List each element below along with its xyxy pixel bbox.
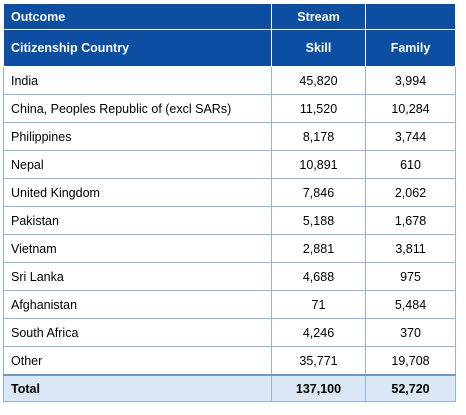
cell-country: United Kingdom: [3, 178, 272, 207]
cell-family: 3,994: [365, 66, 456, 95]
header-skill: Skill: [271, 29, 366, 67]
table-row: United Kingdom 7,846 2,062: [3, 178, 456, 207]
cell-country: South Africa: [3, 318, 272, 347]
cell-family: 610: [365, 150, 456, 179]
header-outcome: Outcome: [3, 3, 272, 30]
header-row-columns: Citizenship Country Skill Family: [3, 29, 456, 67]
table-footer: Total 137,100 52,720: [3, 374, 456, 402]
cell-country: China, Peoples Republic of (excl SARs): [3, 94, 272, 123]
citizenship-stream-table: Outcome Stream Citizenship Country Skill…: [3, 3, 456, 402]
cell-country: Sri Lanka: [3, 262, 272, 291]
cell-country: India: [3, 66, 272, 95]
header-row-outcome: Outcome Stream: [3, 3, 456, 30]
table-row: Afghanistan 71 5,484: [3, 290, 456, 319]
table-row: India 45,820 3,994: [3, 66, 456, 95]
cell-family: 3,811: [365, 234, 456, 263]
cell-country: Vietnam: [3, 234, 272, 263]
header-family: Family: [365, 29, 456, 67]
cell-skill: 45,820: [271, 66, 366, 95]
cell-country: Nepal: [3, 150, 272, 179]
cell-country: Philippines: [3, 122, 272, 151]
cell-skill: 2,881: [271, 234, 366, 263]
table-row: Vietnam 2,881 3,811: [3, 234, 456, 263]
table-header: Outcome Stream Citizenship Country Skill…: [3, 3, 456, 67]
cell-skill: 5,188: [271, 206, 366, 235]
header-empty: [365, 3, 456, 30]
cell-skill: 8,178: [271, 122, 366, 151]
cell-family: 2,062: [365, 178, 456, 207]
cell-skill: 7,846: [271, 178, 366, 207]
cell-family: 1,678: [365, 206, 456, 235]
cell-skill: 4,688: [271, 262, 366, 291]
table-row: Philippines 8,178 3,744: [3, 122, 456, 151]
cell-family: 5,484: [365, 290, 456, 319]
cell-skill: 4,246: [271, 318, 366, 347]
total-row: Total 137,100 52,720: [3, 374, 456, 402]
table-row: South Africa 4,246 370: [3, 318, 456, 347]
cell-family: 19,708: [365, 346, 456, 376]
cell-family: 3,744: [365, 122, 456, 151]
table-row: Other 35,771 19,708: [3, 346, 456, 376]
table-row: Nepal 10,891 610: [3, 150, 456, 179]
header-stream: Stream: [271, 3, 366, 30]
cell-skill: 10,891: [271, 150, 366, 179]
cell-skill: 71: [271, 290, 366, 319]
cell-country: Other: [3, 346, 272, 376]
total-skill: 137,100: [271, 374, 366, 402]
table-body: India 45,820 3,994 China, Peoples Republic …: [3, 66, 456, 376]
cell-family: 10,284: [365, 94, 456, 123]
table-row: China, Peoples Republic of (excl SARs) 11…: [3, 94, 456, 123]
cell-skill: 11,520: [271, 94, 366, 123]
data-table-container: Outcome Stream Citizenship Country Skill…: [3, 3, 456, 402]
cell-skill: 35,771: [271, 346, 366, 376]
cell-country: Pakistan: [3, 206, 272, 235]
cell-family: 975: [365, 262, 456, 291]
cell-family: 370: [365, 318, 456, 347]
table-row: Pakistan 5,188 1,678: [3, 206, 456, 235]
cell-country: Afghanistan: [3, 290, 272, 319]
table-row: Sri Lanka 4,688 975: [3, 262, 456, 291]
total-label: Total: [3, 374, 272, 402]
header-citizenship-country: Citizenship Country: [3, 29, 272, 67]
total-family: 52,720: [365, 374, 456, 402]
